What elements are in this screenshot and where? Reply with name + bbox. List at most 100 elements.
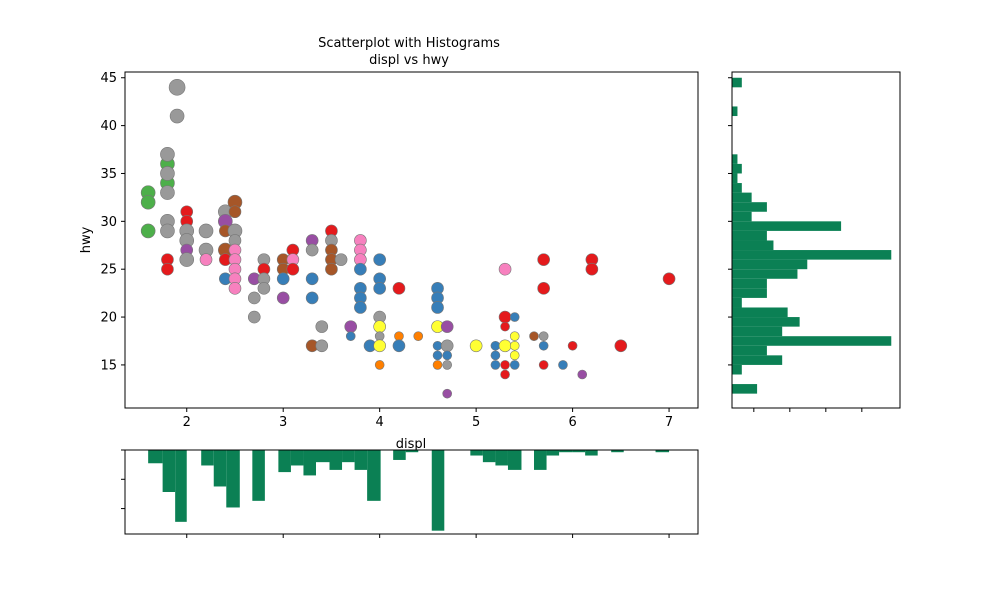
displ-hist-bar — [572, 450, 586, 453]
displ-hist-bar — [546, 450, 560, 456]
scatter-point — [490, 360, 501, 370]
hwy-hist-bar — [732, 269, 798, 279]
scatter-point — [373, 282, 386, 295]
scatter-point — [345, 331, 356, 342]
hwy-hist-bar — [732, 240, 774, 251]
displ-hist-bar — [316, 450, 330, 463]
scatter-point — [538, 340, 549, 351]
scatter-point — [537, 282, 550, 295]
scatter-point — [373, 253, 386, 266]
scatter-point — [529, 331, 539, 342]
scatter-point — [247, 291, 261, 305]
scatter-point — [538, 360, 549, 370]
hwy-hist-bar — [732, 154, 738, 164]
scatter-point — [344, 320, 358, 333]
hwy-hist-bar — [732, 345, 767, 356]
scatter-point — [500, 369, 510, 380]
scatter-point — [469, 339, 483, 353]
hwy-hist-bar — [732, 326, 783, 337]
scatter-point — [413, 331, 424, 342]
scatter-point — [498, 339, 512, 353]
x-tick-label: 4 — [376, 415, 384, 430]
scatter-point — [160, 147, 175, 162]
displ-hist-bar — [405, 450, 419, 453]
scatter-point — [228, 205, 242, 219]
scatter-point — [500, 360, 510, 370]
scatter-point — [509, 312, 520, 322]
x-axis-ticks: 2 3 4 5 6 7 — [183, 408, 673, 430]
scatter-point — [198, 223, 214, 239]
scatter-point — [160, 166, 175, 181]
displ-hist-bar — [393, 450, 406, 460]
displ-hist-bar — [354, 450, 368, 470]
hwy-hist-bar — [732, 106, 738, 117]
scatter-point — [392, 339, 406, 353]
scatter-point — [354, 301, 367, 314]
scatter-point — [442, 350, 452, 361]
displ-hist-bar — [495, 450, 508, 466]
scatter-point — [168, 79, 186, 96]
hwy-hist-bar — [732, 259, 808, 270]
x-tick-label: 3 — [279, 415, 287, 430]
scatter-point — [276, 272, 290, 286]
scatter-point — [228, 282, 242, 295]
displ-hist-bar — [290, 450, 304, 466]
displ-hist-bar — [367, 450, 381, 501]
scatter-point — [442, 388, 452, 399]
displ-hist-bar — [534, 450, 547, 470]
scatter-point — [662, 272, 676, 286]
y-tick-label: 15 — [100, 358, 117, 373]
hwy-hist-bar — [732, 77, 742, 88]
scatter-point — [509, 360, 520, 370]
scatter-point — [305, 291, 319, 305]
scatter-point — [432, 340, 443, 351]
scatter-point — [490, 350, 501, 361]
hwy-hist-bar — [732, 250, 892, 260]
scatter-point — [440, 320, 454, 333]
right-hist-ticks — [728, 77, 863, 412]
hwy-hist-bar — [732, 364, 742, 375]
displ-hist-bar — [148, 450, 163, 464]
displ-hist-bar — [559, 450, 573, 453]
scatter-point — [509, 350, 520, 361]
scatter-point — [161, 262, 174, 276]
hwy-hist-bar — [732, 192, 752, 203]
scatter-point — [500, 321, 510, 332]
scatter-point — [276, 291, 290, 305]
displ-histogram-bars — [148, 450, 670, 531]
scatter-point — [558, 360, 568, 370]
bottom-hist-frame — [124, 449, 699, 535]
scatter-point — [431, 301, 444, 314]
x-tick-label: 6 — [568, 415, 576, 430]
displ-hist-bar — [611, 450, 624, 453]
displ-hist-bar — [470, 450, 483, 456]
main-plot-frame — [124, 71, 699, 409]
scatter-point — [509, 331, 520, 342]
scatter-point — [394, 331, 404, 342]
hwy-histogram-bars — [732, 77, 892, 394]
hwy-hist-bar — [732, 297, 742, 308]
scatter-point — [374, 360, 385, 370]
scatter-point — [305, 272, 319, 286]
hwy-hist-bar — [732, 163, 742, 174]
scatter-point — [305, 243, 319, 257]
bottom-histogram — [121, 449, 699, 538]
scatter-point — [392, 282, 406, 295]
displ-hist-bar — [162, 450, 176, 492]
hwy-hist-bar — [732, 307, 788, 318]
scatter-point — [440, 339, 454, 353]
scatter-point — [432, 350, 443, 361]
hwy-hist-bar — [732, 384, 758, 394]
hwy-hist-bar — [732, 211, 752, 222]
scatter-point — [286, 262, 300, 276]
y-axis-ticks: 15 20 25 30 35 40 45 — [100, 71, 125, 373]
scatter-points — [140, 79, 676, 399]
scatter-point — [614, 339, 628, 353]
y-tick-label: 35 — [100, 167, 117, 182]
y-tick-label: 40 — [100, 119, 117, 134]
hwy-hist-bar — [732, 202, 767, 212]
displ-hist-bar — [175, 450, 187, 522]
hwy-hist-bar — [732, 183, 742, 193]
scatter-point — [354, 262, 367, 276]
